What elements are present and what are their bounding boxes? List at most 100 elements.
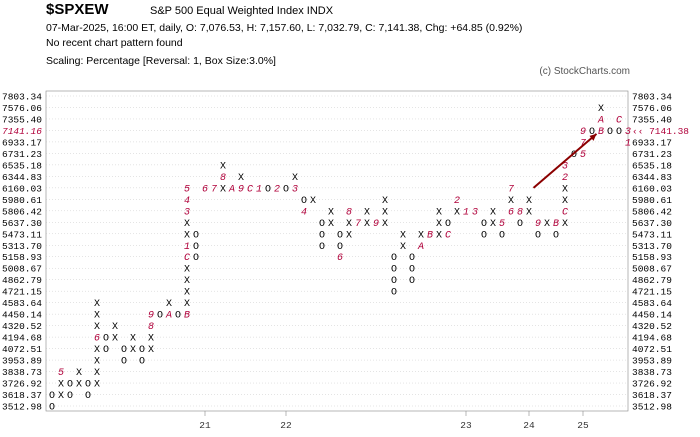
chart-name: S&P 500 Equal Weighted Index INDX bbox=[150, 5, 334, 17]
y-tick-right: 3512.98 bbox=[632, 402, 672, 413]
o-box: O bbox=[265, 184, 271, 195]
month-marker: 3 bbox=[292, 184, 298, 195]
x-box: X bbox=[94, 322, 100, 333]
month-marker: 3 bbox=[184, 207, 190, 218]
x-box: X bbox=[382, 219, 388, 230]
month-marker: 5 bbox=[184, 184, 190, 195]
y-tick-right: 4194.68 bbox=[632, 333, 672, 344]
month-marker: 2 bbox=[454, 196, 460, 207]
trend-arrow-head bbox=[589, 133, 597, 141]
x-box: X bbox=[364, 219, 370, 230]
x-tick-label: 23 bbox=[460, 420, 472, 431]
o-box: O bbox=[445, 219, 451, 230]
y-tick-right: 4072.51 bbox=[632, 344, 672, 355]
copyright: (c) StockCharts.com bbox=[539, 66, 630, 77]
month-marker: 5 bbox=[499, 219, 505, 230]
month-marker: 6 bbox=[508, 207, 514, 218]
o-box: O bbox=[481, 230, 487, 241]
o-box: O bbox=[301, 196, 307, 207]
y-tick-left: 4721.15 bbox=[2, 287, 42, 298]
x-box: X bbox=[508, 196, 514, 207]
month-marker: B bbox=[427, 230, 433, 241]
y-tick-left: 5637.30 bbox=[2, 218, 42, 229]
x-box: X bbox=[382, 207, 388, 218]
x-box: X bbox=[94, 357, 100, 368]
y-tick-right: 4450.14 bbox=[632, 310, 672, 321]
x-box: X bbox=[184, 230, 190, 241]
x-box: X bbox=[454, 207, 460, 218]
o-box: O bbox=[319, 219, 325, 230]
x-box: X bbox=[184, 276, 190, 287]
x-box: X bbox=[94, 380, 100, 391]
y-tick-left: 5313.70 bbox=[2, 241, 42, 252]
x-box: X bbox=[490, 219, 496, 230]
x-box: X bbox=[130, 334, 136, 345]
chart-symbol: $SPXEW bbox=[46, 1, 109, 18]
y-tick-left: 7355.40 bbox=[2, 114, 42, 125]
o-box: O bbox=[391, 276, 397, 287]
x-box: X bbox=[166, 299, 172, 310]
y-tick-left: 3838.73 bbox=[2, 367, 42, 378]
o-box: O bbox=[499, 230, 505, 241]
month-marker: B bbox=[598, 127, 604, 138]
y-tick-left: 3953.89 bbox=[2, 356, 42, 367]
o-box: O bbox=[49, 391, 55, 402]
x-box: X bbox=[184, 219, 190, 230]
month-marker: 9 bbox=[373, 219, 379, 230]
x-box: X bbox=[436, 219, 442, 230]
o-box: O bbox=[139, 357, 145, 368]
x-box: X bbox=[94, 299, 100, 310]
y-tick-right: 3618.37 bbox=[632, 390, 672, 401]
y-tick-right: 3838.73 bbox=[632, 367, 672, 378]
x-box: X bbox=[544, 219, 550, 230]
month-marker: C bbox=[445, 230, 451, 241]
last-price-left: 7141.16 bbox=[2, 126, 42, 137]
x-box: X bbox=[220, 161, 226, 172]
y-tick-right: 7803.34 bbox=[632, 92, 672, 103]
o-box: O bbox=[67, 391, 73, 402]
month-marker: A bbox=[417, 242, 424, 253]
y-tick-left: 3726.92 bbox=[2, 379, 42, 390]
month-marker: 6 bbox=[94, 334, 100, 345]
y-tick-left: 6344.83 bbox=[2, 172, 42, 183]
o-box: O bbox=[193, 230, 199, 241]
o-box: O bbox=[391, 288, 397, 299]
y-tick-right: 5637.30 bbox=[632, 218, 672, 229]
o-box: O bbox=[175, 311, 181, 322]
x-box: X bbox=[310, 196, 316, 207]
o-box: O bbox=[391, 265, 397, 276]
x-box: X bbox=[364, 207, 370, 218]
x-tick-label: 24 bbox=[523, 420, 535, 431]
o-box: O bbox=[85, 391, 91, 402]
y-tick-left: 4072.51 bbox=[2, 344, 42, 355]
o-box: O bbox=[409, 276, 415, 287]
x-box: X bbox=[58, 380, 64, 391]
last-price-bg-left bbox=[1, 125, 45, 135]
x-tick-label: 25 bbox=[577, 420, 589, 431]
month-marker: 9 bbox=[238, 184, 244, 195]
month-marker: 3 bbox=[625, 127, 631, 138]
x-box: X bbox=[346, 230, 352, 241]
month-marker: 8 bbox=[148, 322, 154, 333]
o-box: O bbox=[517, 219, 523, 230]
month-marker: 8 bbox=[220, 173, 226, 184]
month-marker: 6 bbox=[337, 253, 343, 264]
x-box: X bbox=[148, 345, 154, 356]
pattern-status: No recent chart pattern found bbox=[46, 37, 183, 49]
x-box: X bbox=[526, 196, 532, 207]
y-tick-left: 7576.06 bbox=[2, 103, 42, 114]
y-tick-right: 4583.64 bbox=[632, 298, 672, 309]
month-marker: 1 bbox=[256, 184, 262, 195]
o-box: O bbox=[616, 127, 622, 138]
y-tick-right: 3726.92 bbox=[632, 379, 672, 390]
o-box: O bbox=[49, 403, 55, 414]
x-box: X bbox=[436, 207, 442, 218]
month-marker: 4 bbox=[184, 196, 190, 207]
x-box: X bbox=[328, 219, 334, 230]
x-box: X bbox=[130, 345, 136, 356]
month-marker: C bbox=[616, 115, 622, 126]
x-box: X bbox=[436, 230, 442, 241]
price-info: 07-Mar-2025, 16:00 ET, daily, O: 7,076.5… bbox=[46, 22, 523, 34]
x-box: X bbox=[328, 207, 334, 218]
month-marker: B bbox=[553, 219, 559, 230]
